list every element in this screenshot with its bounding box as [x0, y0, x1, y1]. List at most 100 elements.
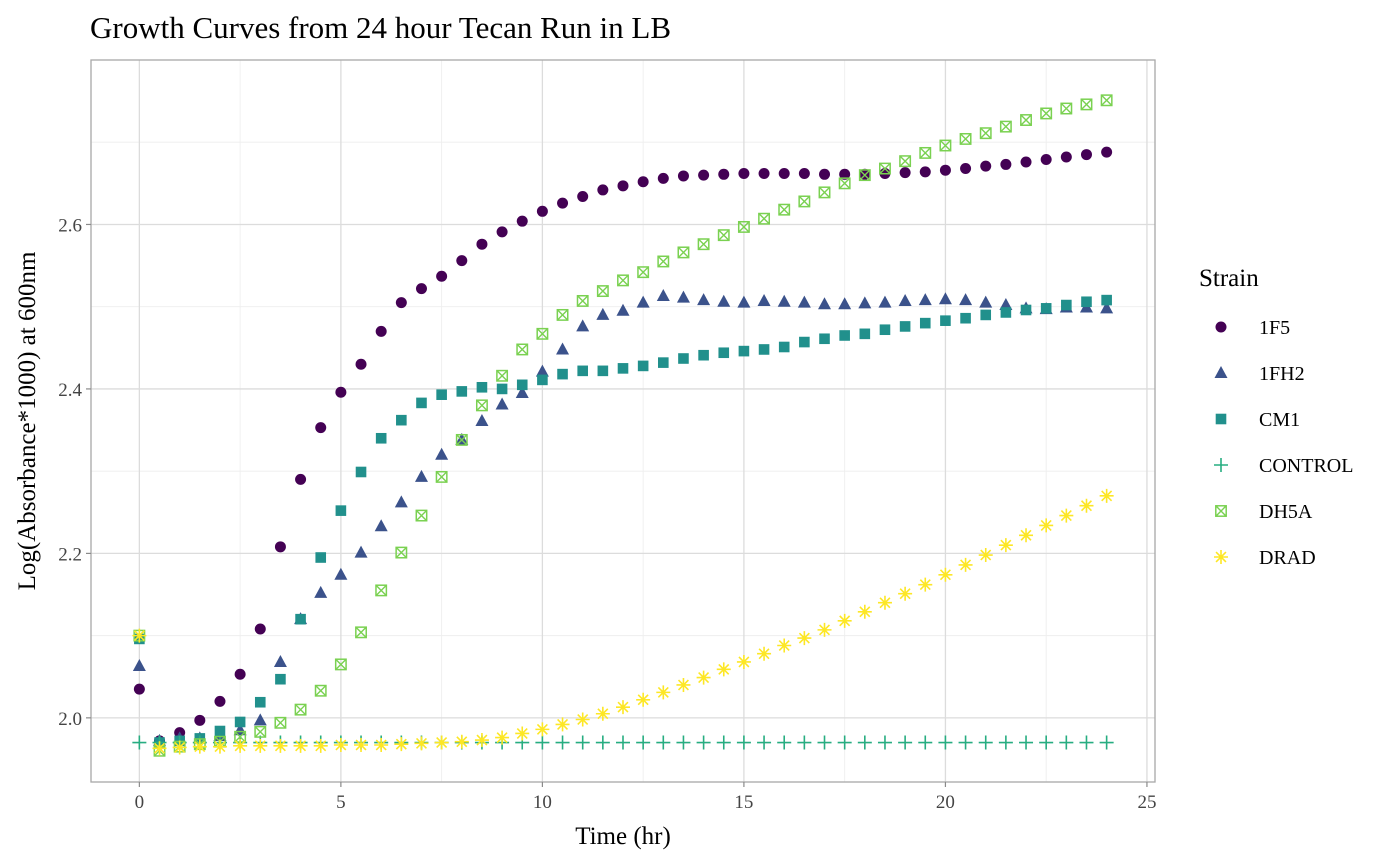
data-point — [898, 293, 912, 306]
data-point — [1059, 508, 1074, 523]
data-point — [818, 297, 832, 310]
data-point — [456, 255, 468, 267]
data-point — [617, 274, 629, 287]
legend-item: 1FH2 — [1214, 363, 1305, 385]
data-point — [1040, 154, 1052, 166]
data-point — [898, 586, 913, 601]
data-point — [253, 713, 267, 726]
data-point — [938, 735, 953, 750]
data-point — [455, 433, 468, 446]
data-point — [516, 379, 528, 391]
data-point — [1060, 102, 1073, 115]
data-point — [556, 342, 570, 355]
data-point — [535, 735, 550, 750]
legend-item: 1F5 — [1215, 317, 1290, 339]
data-point — [1079, 498, 1094, 513]
data-point — [1099, 735, 1114, 750]
data-point — [758, 344, 770, 355]
data-point — [595, 735, 610, 750]
data-point — [616, 303, 630, 316]
data-point — [837, 613, 852, 628]
data-point — [515, 386, 529, 399]
data-point — [777, 294, 791, 307]
data-point — [877, 595, 892, 610]
data-point — [857, 735, 872, 750]
data-point — [396, 414, 407, 426]
data-point — [656, 685, 671, 700]
data-point — [1081, 296, 1092, 308]
data-point — [980, 309, 992, 321]
data-point — [799, 336, 810, 348]
data-point — [273, 654, 287, 667]
data-point — [878, 295, 892, 308]
data-point — [576, 319, 590, 332]
data-point — [960, 163, 972, 175]
data-point — [435, 447, 449, 460]
data-point — [758, 212, 771, 225]
data-point — [716, 662, 731, 677]
data-point — [516, 343, 529, 356]
data-point — [556, 308, 569, 321]
data-point — [294, 703, 307, 716]
data-point — [315, 422, 327, 434]
data-point — [697, 238, 710, 251]
plot-panel — [90, 59, 1156, 783]
data-point — [354, 545, 368, 558]
data-point — [617, 363, 629, 374]
data-point — [516, 215, 528, 227]
data-point — [718, 168, 730, 180]
data-point — [958, 735, 973, 750]
data-point — [1101, 146, 1113, 158]
data-point — [395, 297, 407, 309]
data-point — [716, 735, 731, 750]
data-point — [194, 714, 206, 726]
data-point — [980, 160, 992, 172]
data-point — [152, 741, 167, 756]
data-point — [717, 229, 730, 242]
data-point — [637, 176, 649, 188]
data-point — [738, 345, 750, 357]
data-point — [999, 120, 1012, 133]
data-point — [899, 155, 912, 168]
data-point — [575, 712, 590, 727]
data-point — [778, 203, 791, 216]
data-point — [597, 184, 609, 196]
data-point — [817, 735, 832, 750]
data-point — [436, 270, 448, 282]
data-point — [577, 191, 589, 203]
data-point — [314, 684, 327, 697]
data-point — [797, 631, 812, 646]
data-point — [596, 285, 609, 298]
data-point — [696, 670, 711, 685]
data-point — [899, 167, 911, 179]
legend-label: 1F5 — [1259, 317, 1290, 339]
series-1f5 — [133, 146, 1113, 747]
data-point — [858, 296, 872, 309]
data-point — [597, 365, 609, 377]
data-point — [757, 735, 772, 750]
data-points — [132, 94, 1114, 757]
data-point — [476, 381, 488, 393]
data-point — [394, 495, 408, 508]
data-point — [636, 295, 650, 308]
legend: 1F5 1FH2 CM1 CONTROL DH5A DRAD — [1214, 317, 1353, 569]
data-point — [918, 735, 933, 750]
data-point — [133, 683, 145, 695]
data-point — [335, 386, 347, 398]
data-point — [274, 716, 287, 729]
data-point — [435, 470, 448, 483]
y-tick-label: 2.4 — [58, 380, 82, 401]
legend-title: Strain — [1199, 265, 1259, 292]
legend-item: DH5A — [1215, 501, 1313, 523]
data-point — [334, 567, 348, 580]
data-point — [535, 364, 549, 377]
data-point — [315, 552, 327, 563]
data-point — [678, 353, 689, 364]
data-point — [857, 604, 872, 619]
x-axis-title: Time (hr) — [575, 823, 671, 850]
data-point — [474, 733, 489, 748]
legend-key — [1215, 413, 1227, 425]
data-point — [1059, 735, 1074, 750]
data-point — [274, 541, 286, 553]
